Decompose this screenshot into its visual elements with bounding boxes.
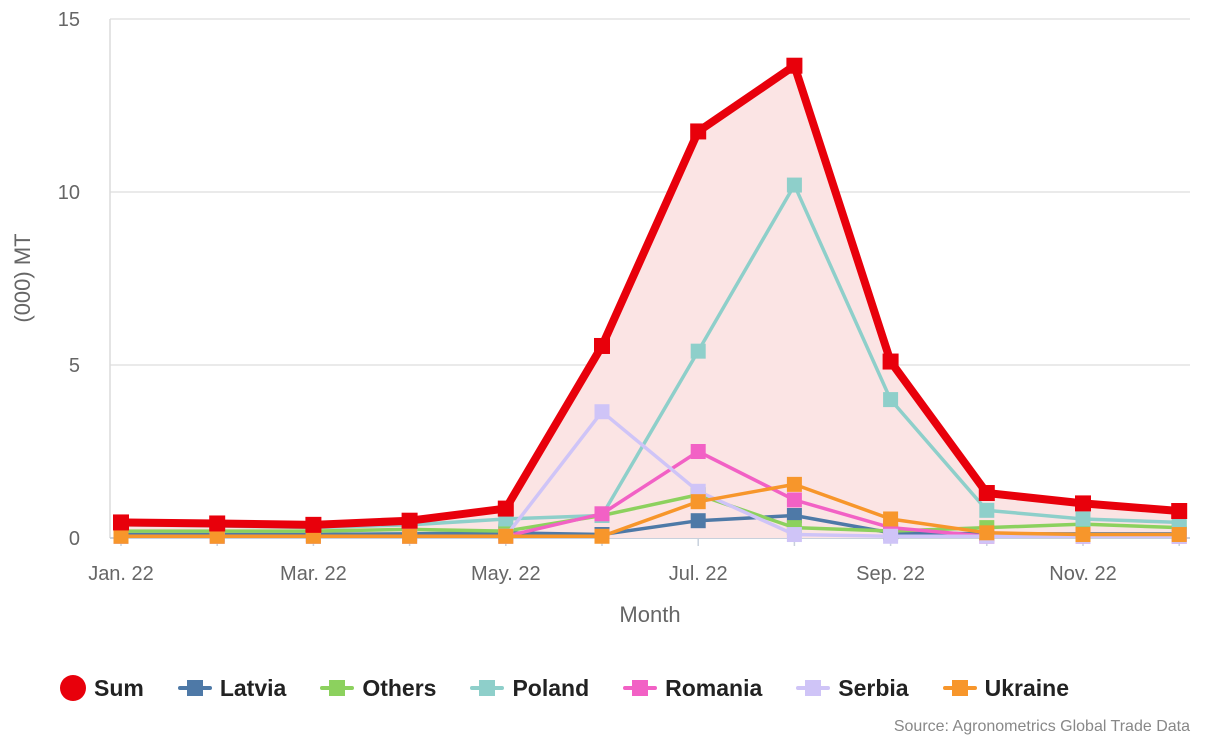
y-tick-label: 10 — [58, 182, 80, 204]
sum-area — [121, 65, 1180, 539]
legend-item-ukraine[interactable]: Ukraine — [942, 674, 1069, 702]
data-point-serbia[interactable] — [594, 404, 610, 420]
data-point-latvia[interactable] — [786, 508, 802, 524]
legend-square — [632, 680, 649, 696]
data-point-ukraine[interactable] — [1075, 527, 1091, 543]
legend-item-serbia[interactable]: Serbia — [796, 674, 909, 702]
data-point-ukraine[interactable] — [883, 511, 899, 527]
x-tick-label: May. 22 — [471, 563, 541, 585]
legend: Sum Latvia Others Poland Romania Serbia Ukrain… — [60, 664, 1103, 712]
area-fill — [121, 65, 1180, 539]
data-point-poland[interactable] — [979, 502, 995, 518]
data-point-sum[interactable] — [978, 485, 995, 502]
series-line-ukraine — [121, 482, 1180, 539]
legend-square — [479, 680, 496, 696]
data-point-sum[interactable] — [882, 353, 899, 370]
legend-line-marker — [942, 676, 977, 700]
data-point-romania[interactable] — [594, 506, 610, 522]
series-lines — [113, 57, 1188, 544]
x-tick-label: Jan. 22 — [88, 563, 154, 585]
y-tick-label: 5 — [69, 355, 80, 377]
data-point-sum[interactable] — [305, 516, 322, 533]
legend-label: Sum — [94, 674, 144, 701]
x-tick-label: Nov. 22 — [1049, 563, 1116, 585]
legend-circle-marker — [60, 675, 86, 701]
y-tick-label: 15 — [58, 9, 80, 31]
legend-line-marker — [623, 676, 658, 700]
legend-line-marker — [796, 676, 831, 700]
y-tick-label: 0 — [69, 528, 80, 550]
data-point-sum[interactable] — [209, 515, 226, 532]
x-tick-label: Mar. 22 — [280, 563, 347, 585]
data-point-poland[interactable] — [786, 177, 802, 193]
legend-label: Romania — [665, 674, 763, 701]
series-line-sum — [120, 61, 1180, 529]
data-point-latvia[interactable] — [690, 513, 706, 529]
legend-label: Poland — [512, 674, 590, 701]
data-point-poland[interactable] — [1075, 511, 1091, 527]
source-note: Source: Agronometrics Global Trade Data — [893, 718, 1190, 735]
series-ukraine[interactable] — [113, 476, 1187, 544]
axis-labels: 0 5 10 15 Jan. 22 Mar. 22 May. 22 Jul. 22 Sep. 2… — [10, 9, 1117, 627]
data-point-sum[interactable] — [1171, 503, 1188, 520]
data-point-sum[interactable] — [786, 57, 803, 74]
data-point-ukraine[interactable] — [402, 528, 418, 544]
legend-square — [329, 680, 346, 696]
legend-label: Others — [362, 674, 437, 701]
legend-item-sum[interactable]: Sum — [60, 675, 144, 702]
data-point-serbia[interactable] — [883, 528, 899, 544]
data-point-sum[interactable] — [497, 500, 514, 517]
legend-square — [186, 680, 203, 696]
legend-item-poland[interactable]: Poland — [470, 675, 589, 702]
legend-square — [805, 680, 822, 696]
x-axis-title: Month — [619, 602, 680, 627]
data-point-ukraine[interactable] — [1171, 527, 1187, 543]
data-point-ukraine[interactable] — [498, 528, 514, 544]
data-point-sum[interactable] — [1075, 495, 1091, 512]
data-point-ukraine[interactable] — [113, 528, 129, 544]
x-tick-label: Sep. 22 — [856, 563, 925, 585]
legend-line-marker — [470, 676, 505, 700]
data-point-poland[interactable] — [690, 343, 706, 359]
data-point-sum[interactable] — [401, 512, 418, 529]
data-point-sum[interactable] — [690, 123, 707, 140]
series-line-others — [121, 493, 1180, 533]
data-point-ukraine[interactable] — [209, 528, 225, 544]
legend-line-marker — [320, 676, 355, 700]
series-sum[interactable] — [113, 57, 1188, 533]
legend-label: Latvia — [219, 674, 287, 701]
legend-item-romania[interactable]: Romania — [623, 675, 762, 702]
data-point-poland[interactable] — [883, 392, 899, 408]
data-point-ukraine[interactable] — [690, 494, 706, 510]
data-point-ukraine[interactable] — [594, 528, 610, 544]
legend-square — [951, 680, 968, 696]
data-point-romania[interactable] — [786, 492, 802, 508]
data-point-sum[interactable] — [594, 337, 610, 354]
legend-line-marker — [177, 676, 212, 700]
data-point-ukraine[interactable] — [786, 476, 802, 492]
data-point-romania[interactable] — [690, 444, 706, 459]
y-axis-title: (000) MT — [10, 233, 35, 322]
data-point-serbia[interactable] — [786, 527, 802, 543]
x-tick-label: Jul. 22 — [669, 563, 728, 585]
legend-item-others[interactable]: Others — [320, 675, 436, 702]
data-point-ukraine[interactable] — [979, 525, 995, 541]
legend-label: Serbia — [838, 674, 909, 701]
legend-item-latvia[interactable]: Latvia — [177, 674, 287, 702]
data-point-sum[interactable] — [113, 514, 129, 531]
line-chart: 0 5 10 15 Jan. 22 Mar. 22 May. 22 Jul. 22 Sep. 2… — [10, 9, 1190, 627]
legend-label: Ukraine — [984, 674, 1069, 701]
